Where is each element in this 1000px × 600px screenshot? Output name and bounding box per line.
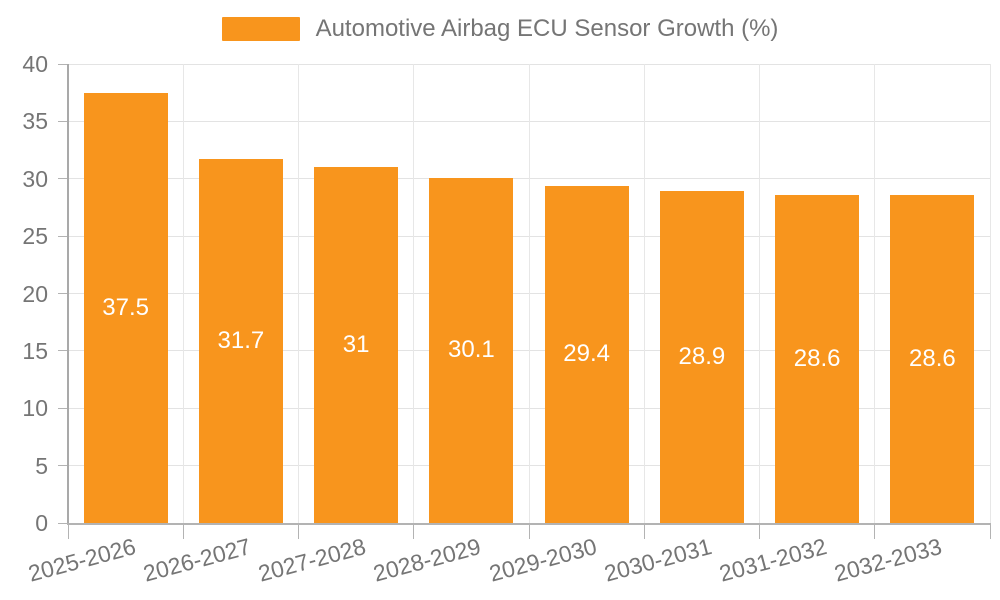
x-axis-tick [413, 523, 415, 539]
bar[interactable] [659, 191, 744, 523]
bar[interactable] [429, 177, 514, 523]
bar-value-label: 37.5 [102, 293, 149, 321]
bar-value-label: 31 [342, 331, 370, 359]
y-axis-tick-label: 25 [22, 223, 48, 250]
gridline-vertical [182, 64, 184, 523]
gridline-vertical [989, 64, 991, 523]
y-axis-tick-label: 15 [22, 337, 48, 364]
bar[interactable] [775, 194, 860, 523]
y-axis-tick [58, 293, 68, 294]
bar-value-label: 31.7 [217, 327, 265, 355]
gridline-vertical [528, 64, 530, 523]
y-axis-tick [58, 178, 68, 180]
y-axis-tick [58, 235, 68, 237]
x-axis-tick-label: 2025-2026 [25, 533, 139, 587]
gridline-vertical [759, 64, 760, 523]
bar[interactable] [890, 194, 975, 523]
bar[interactable] [83, 92, 168, 523]
y-axis-tick-label: 20 [22, 280, 48, 307]
x-axis-tick [67, 523, 69, 539]
y-axis-tick [58, 465, 68, 467]
bar[interactable] [198, 159, 283, 523]
y-axis-tick [58, 63, 68, 65]
bar-value-label: 30.1 [448, 336, 495, 364]
bar-value-label: 28.6 [793, 344, 841, 372]
x-axis-tick [874, 523, 876, 539]
gridline-vertical [643, 64, 645, 523]
x-axis-tick [759, 523, 760, 539]
x-axis-tick-label: 2032-2033 [831, 533, 945, 587]
y-axis-tick-label: 40 [22, 51, 48, 77]
x-axis-tick-label: 2026-2027 [140, 533, 254, 587]
x-axis-tick [298, 523, 299, 539]
y-axis-line [67, 64, 69, 525]
y-axis-tick-label: 5 [35, 452, 48, 479]
y-axis-tick [58, 522, 68, 524]
x-axis-tick-label: 2027-2028 [255, 533, 369, 587]
gridline-vertical [413, 64, 415, 523]
bar-value-label: 29.4 [563, 340, 610, 368]
bar-value-label: 28.6 [909, 344, 956, 372]
y-axis-tick [58, 120, 68, 122]
x-axis-tick [643, 523, 645, 539]
y-axis-tick-label: 0 [35, 510, 48, 536]
x-axis-tick [182, 523, 184, 539]
legend-label: Automotive Airbag ECU Sensor Growth (%) [315, 15, 779, 42]
y-axis-tick [58, 350, 68, 352]
gridline-vertical [298, 64, 299, 523]
bar-value-label: 28.9 [678, 343, 726, 371]
legend-swatch [221, 17, 300, 41]
legend-item[interactable]: Automotive Airbag ECU Sensor Growth (%) [0, 12, 1000, 46]
bar[interactable] [544, 185, 629, 523]
y-axis-tick-label: 35 [22, 108, 48, 135]
x-axis-tick-label: 2031-2032 [716, 533, 830, 587]
x-axis-tick-label: 2030-2031 [601, 533, 715, 587]
y-axis-tick [58, 407, 68, 409]
x-axis-tick [989, 523, 991, 539]
x-axis-line [67, 523, 991, 525]
gridline-vertical [874, 64, 876, 523]
y-axis-tick-label: 30 [22, 165, 48, 192]
x-axis-tick [528, 523, 530, 539]
x-axis-tick-label: 2029-2030 [486, 533, 600, 587]
x-axis-tick-label: 2028-2029 [370, 533, 484, 587]
bar[interactable] [314, 167, 399, 523]
y-axis-tick-label: 10 [22, 395, 48, 422]
